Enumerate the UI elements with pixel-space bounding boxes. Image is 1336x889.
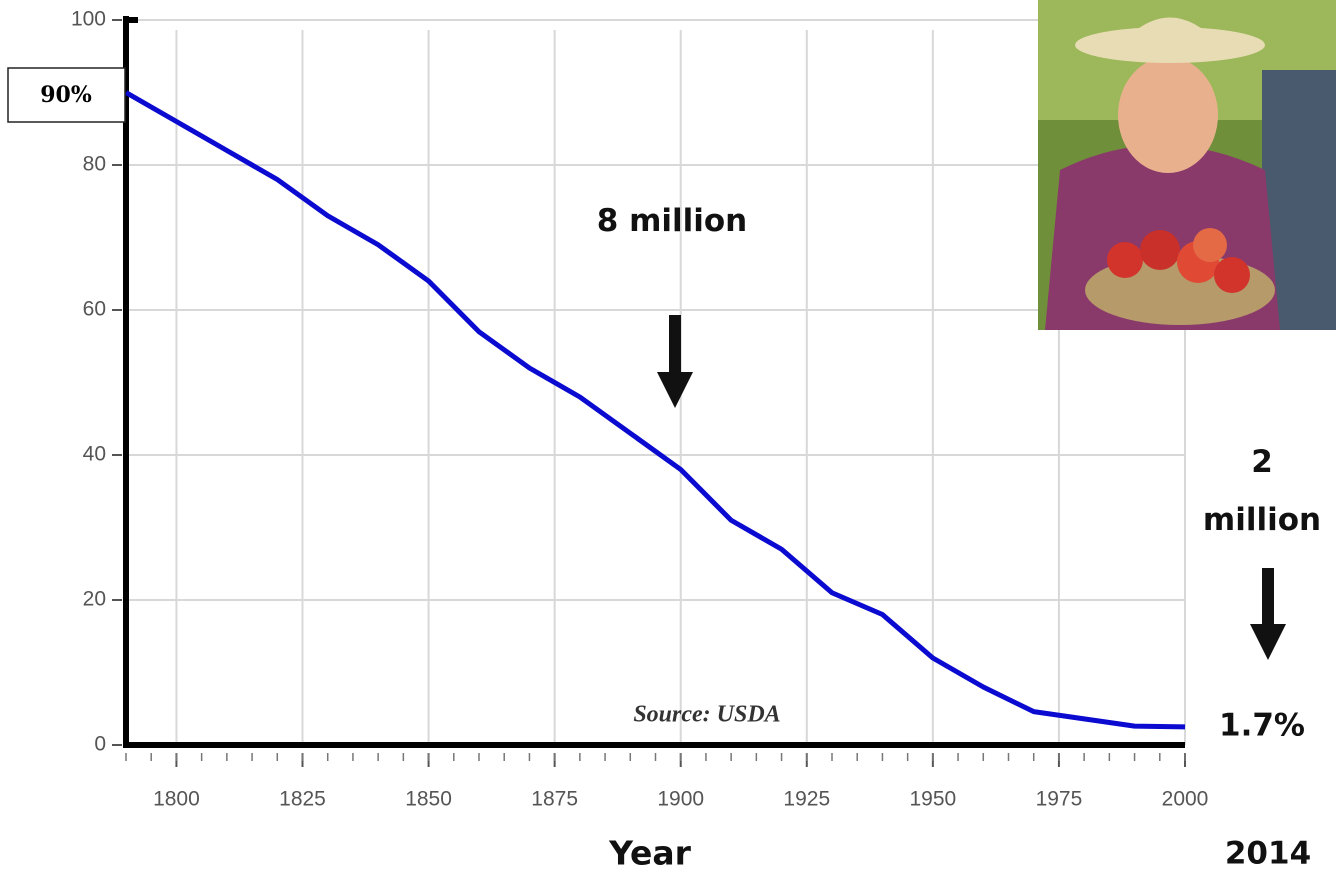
x-tick-label: 1875 [531,788,578,811]
x-tick-label: 2000 [1162,788,1209,811]
start-box [7,67,126,123]
series-line [124,90,1186,730]
x-tick-label: 1900 [657,788,704,811]
end-share: 1.7% [1219,708,1305,744]
y-tick-label: 40 [83,443,106,466]
end-year: 2014 [1225,836,1311,872]
y-tick-label: 100 [71,8,106,31]
x-tick-label: 1850 [405,788,452,811]
x-tick-label: 1925 [783,788,830,811]
photo [1038,0,1336,330]
end-annotation: 2 million [1202,444,1322,538]
x-tick-label: 1950 [909,788,956,811]
x-axis-label: Year [608,834,692,873]
start-label: 90% [40,82,92,108]
x-tick-label: 1800 [153,788,200,811]
y-tick-label: 20 [83,588,106,611]
x-tick-label: 1975 [1036,788,1083,811]
arrow [1250,568,1286,660]
source: Source: USDA [633,702,780,728]
arrow [657,315,693,408]
mid-annotation: 8 million [596,203,748,239]
y-tick-label: 0 [94,733,106,756]
y-tick-label: 80 [83,153,106,176]
x-tick-label: 1825 [279,788,326,811]
y-tick-label: 60 [83,298,106,321]
plot: 0 20 40 60 80 100 1800 1825 1850 1875 1900 1925 1950… [71,8,1208,811]
